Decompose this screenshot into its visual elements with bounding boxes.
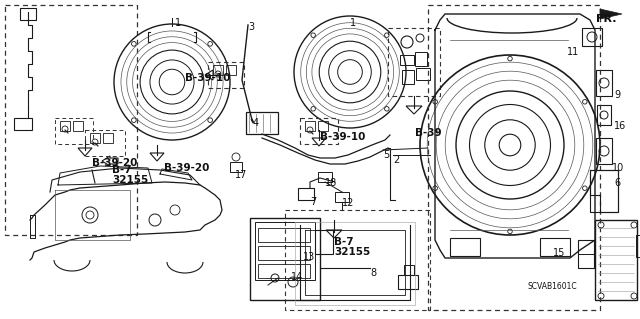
Text: 16: 16 <box>614 121 627 131</box>
Text: 1: 1 <box>350 18 356 28</box>
Polygon shape <box>406 106 422 114</box>
Text: 32155: 32155 <box>112 175 148 185</box>
Bar <box>398 275 418 289</box>
Bar <box>404 265 414 275</box>
Bar <box>85 130 125 156</box>
Polygon shape <box>600 9 622 19</box>
Text: 15: 15 <box>553 248 565 258</box>
Text: SCVAB1601C: SCVAB1601C <box>528 282 578 291</box>
Text: B-7: B-7 <box>112 165 132 175</box>
Text: 13: 13 <box>303 252 316 262</box>
Bar <box>14 118 32 130</box>
Bar <box>300 118 338 144</box>
Bar <box>55 118 93 144</box>
Text: 5: 5 <box>383 150 389 160</box>
Text: B-39-20: B-39-20 <box>92 158 138 168</box>
Text: 32155: 32155 <box>334 247 371 257</box>
Bar <box>402 70 414 84</box>
Text: FR.: FR. <box>596 14 616 24</box>
Polygon shape <box>102 156 118 166</box>
Bar <box>318 121 328 131</box>
Bar <box>416 68 430 80</box>
Text: 7: 7 <box>310 197 316 207</box>
Bar <box>388 28 440 96</box>
Bar <box>582 28 602 46</box>
Bar <box>590 170 618 212</box>
Bar <box>246 112 278 134</box>
Bar <box>315 230 333 254</box>
Bar <box>255 222 315 280</box>
Bar <box>636 235 640 257</box>
Bar <box>596 138 612 164</box>
Bar <box>90 133 100 143</box>
Bar <box>73 121 83 131</box>
Bar <box>226 65 236 75</box>
Text: 6: 6 <box>614 178 620 188</box>
Bar <box>103 133 113 143</box>
Bar <box>258 264 310 278</box>
Bar <box>258 246 310 260</box>
Bar <box>230 162 242 172</box>
Bar <box>250 218 320 300</box>
Bar <box>578 240 594 268</box>
Bar <box>596 70 612 96</box>
Text: 9: 9 <box>614 90 620 100</box>
Text: 18: 18 <box>325 178 337 188</box>
Text: 11: 11 <box>567 47 579 57</box>
Bar <box>285 210 430 310</box>
Bar <box>20 8 36 20</box>
Bar <box>400 55 414 65</box>
Text: B-39-10: B-39-10 <box>185 73 230 83</box>
Text: 12: 12 <box>342 198 355 208</box>
Bar <box>428 5 600 310</box>
Polygon shape <box>78 148 92 156</box>
Bar <box>540 238 570 256</box>
Bar <box>595 220 637 300</box>
Text: 4: 4 <box>253 118 259 128</box>
Text: 17: 17 <box>235 170 248 180</box>
Bar <box>208 62 244 88</box>
Text: B-39-10: B-39-10 <box>320 132 365 142</box>
Bar <box>335 192 349 202</box>
Text: 3: 3 <box>248 22 254 32</box>
Bar <box>258 228 310 242</box>
Bar <box>318 172 332 182</box>
Text: 14: 14 <box>291 272 303 282</box>
Bar <box>5 5 137 235</box>
Bar <box>60 121 70 131</box>
Text: 8: 8 <box>370 268 376 278</box>
Polygon shape <box>312 138 326 146</box>
Text: B-39: B-39 <box>415 128 442 138</box>
Text: B-39-20: B-39-20 <box>164 163 209 173</box>
Text: B-7: B-7 <box>334 237 354 247</box>
Bar <box>415 52 427 66</box>
Bar <box>305 121 315 131</box>
Bar <box>213 65 223 75</box>
Text: 10: 10 <box>612 163 624 173</box>
Text: 2: 2 <box>393 155 399 165</box>
Polygon shape <box>150 153 164 161</box>
Polygon shape <box>205 70 213 80</box>
Bar <box>450 238 480 256</box>
Bar <box>597 105 611 125</box>
Bar <box>298 188 314 200</box>
Polygon shape <box>326 230 342 238</box>
Text: 1: 1 <box>175 18 181 28</box>
